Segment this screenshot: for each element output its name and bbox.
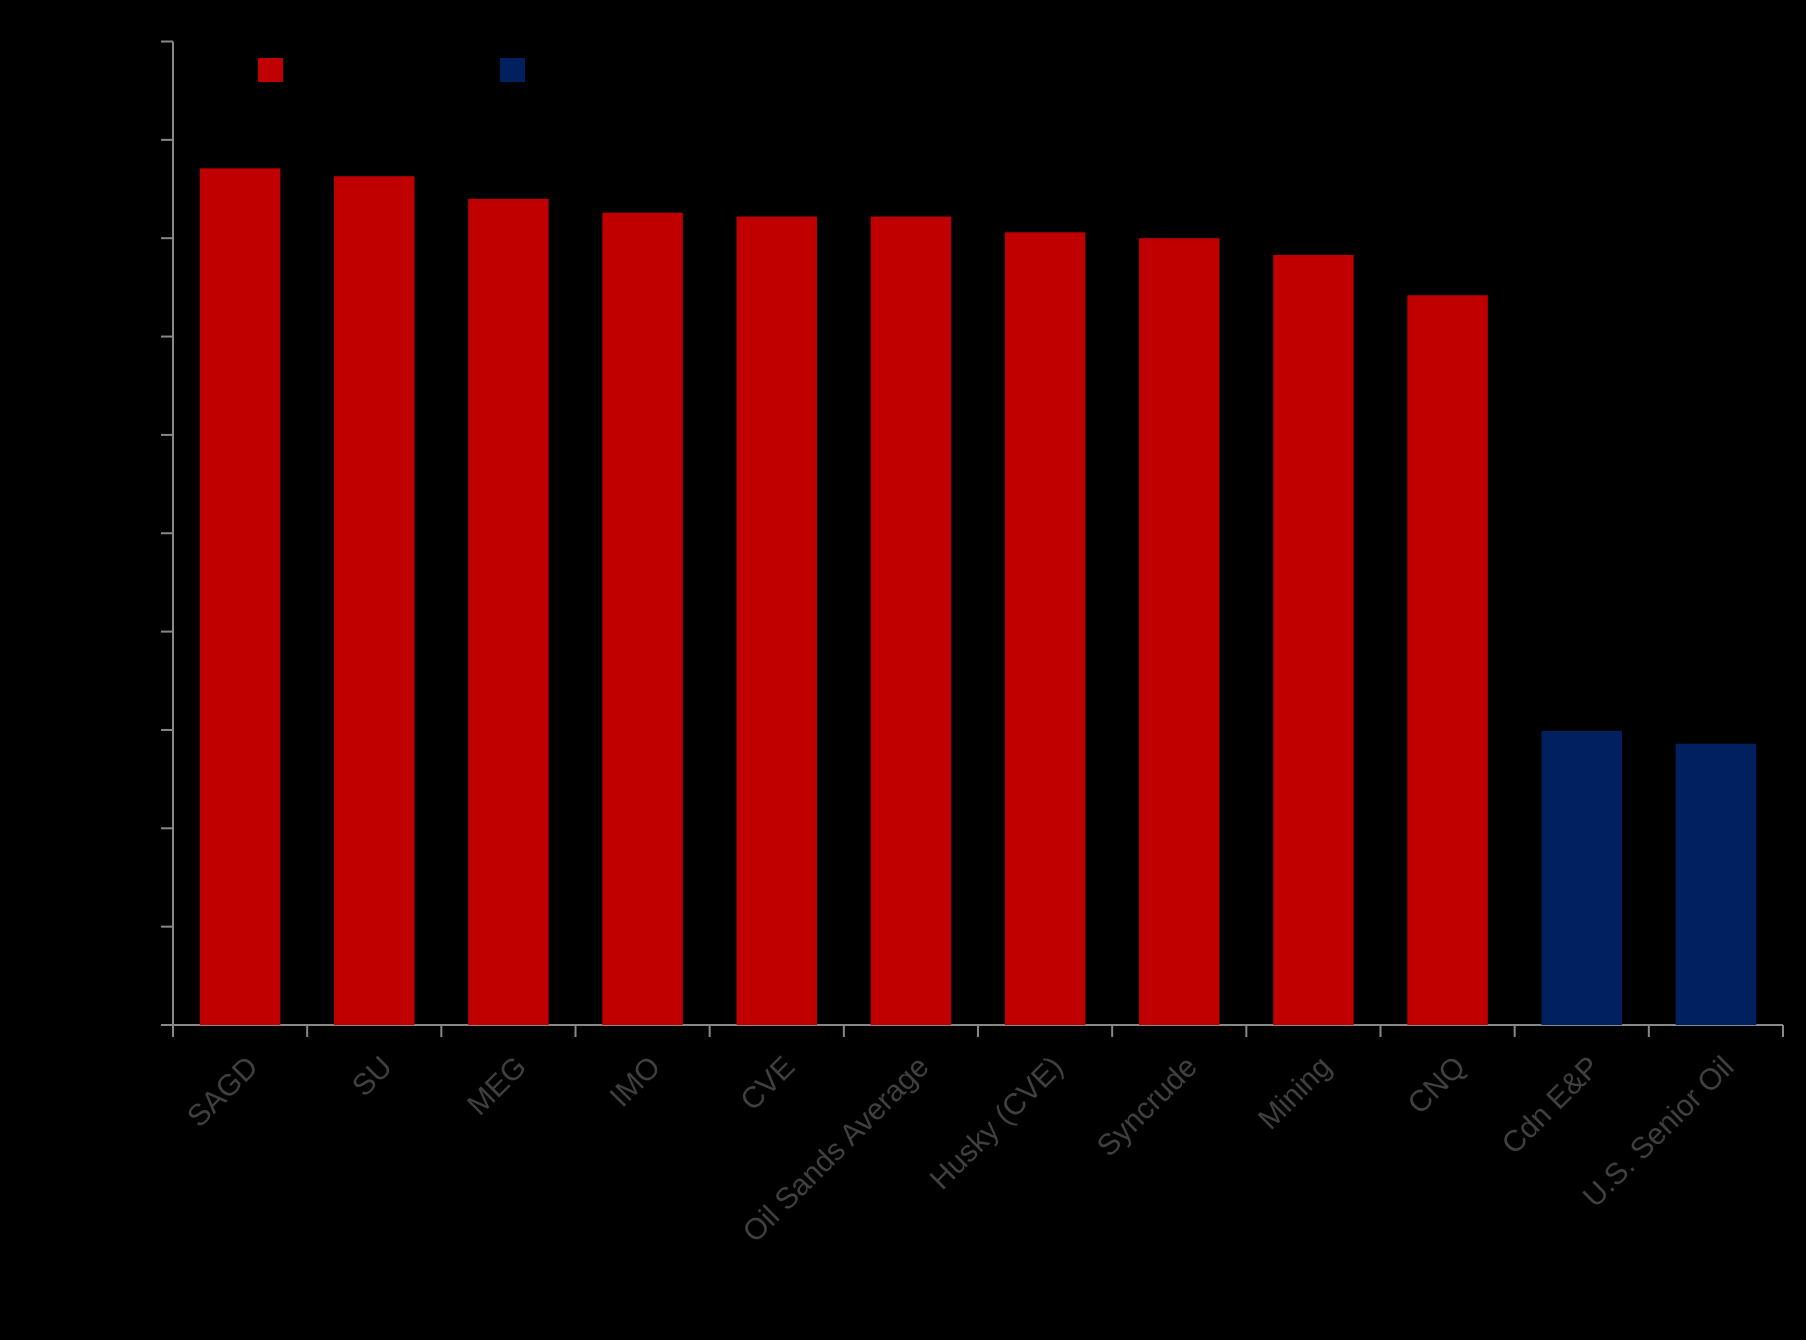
x-tick-label: SAGD (181, 1050, 264, 1133)
bar (468, 198, 549, 1026)
x-tick-label: Husky (CVE) (924, 1050, 1070, 1196)
bar (199, 168, 281, 1025)
bar (870, 216, 952, 1026)
bar (1675, 743, 1757, 1025)
bar (602, 212, 683, 1025)
x-tick-label: Syncrude (1091, 1050, 1204, 1163)
x-tick-label: Mining (1252, 1050, 1338, 1136)
x-tick-label: SU (346, 1050, 399, 1103)
bar (1273, 254, 1354, 1025)
legend-swatch (500, 58, 525, 82)
x-tick-label: Cdn E&P (1496, 1050, 1607, 1161)
legend-swatch (258, 58, 283, 82)
bar (736, 216, 817, 1026)
bar (1139, 238, 1220, 1025)
bar (1541, 730, 1622, 1025)
x-tick-label: MEG (461, 1050, 533, 1122)
x-tick-label: CNQ (1402, 1050, 1472, 1120)
x-tick-label: CVE (734, 1050, 801, 1117)
bar (1004, 232, 1086, 1025)
x-tick-label: IMO (604, 1050, 667, 1113)
bar (1407, 295, 1488, 1025)
bar (334, 176, 415, 1025)
